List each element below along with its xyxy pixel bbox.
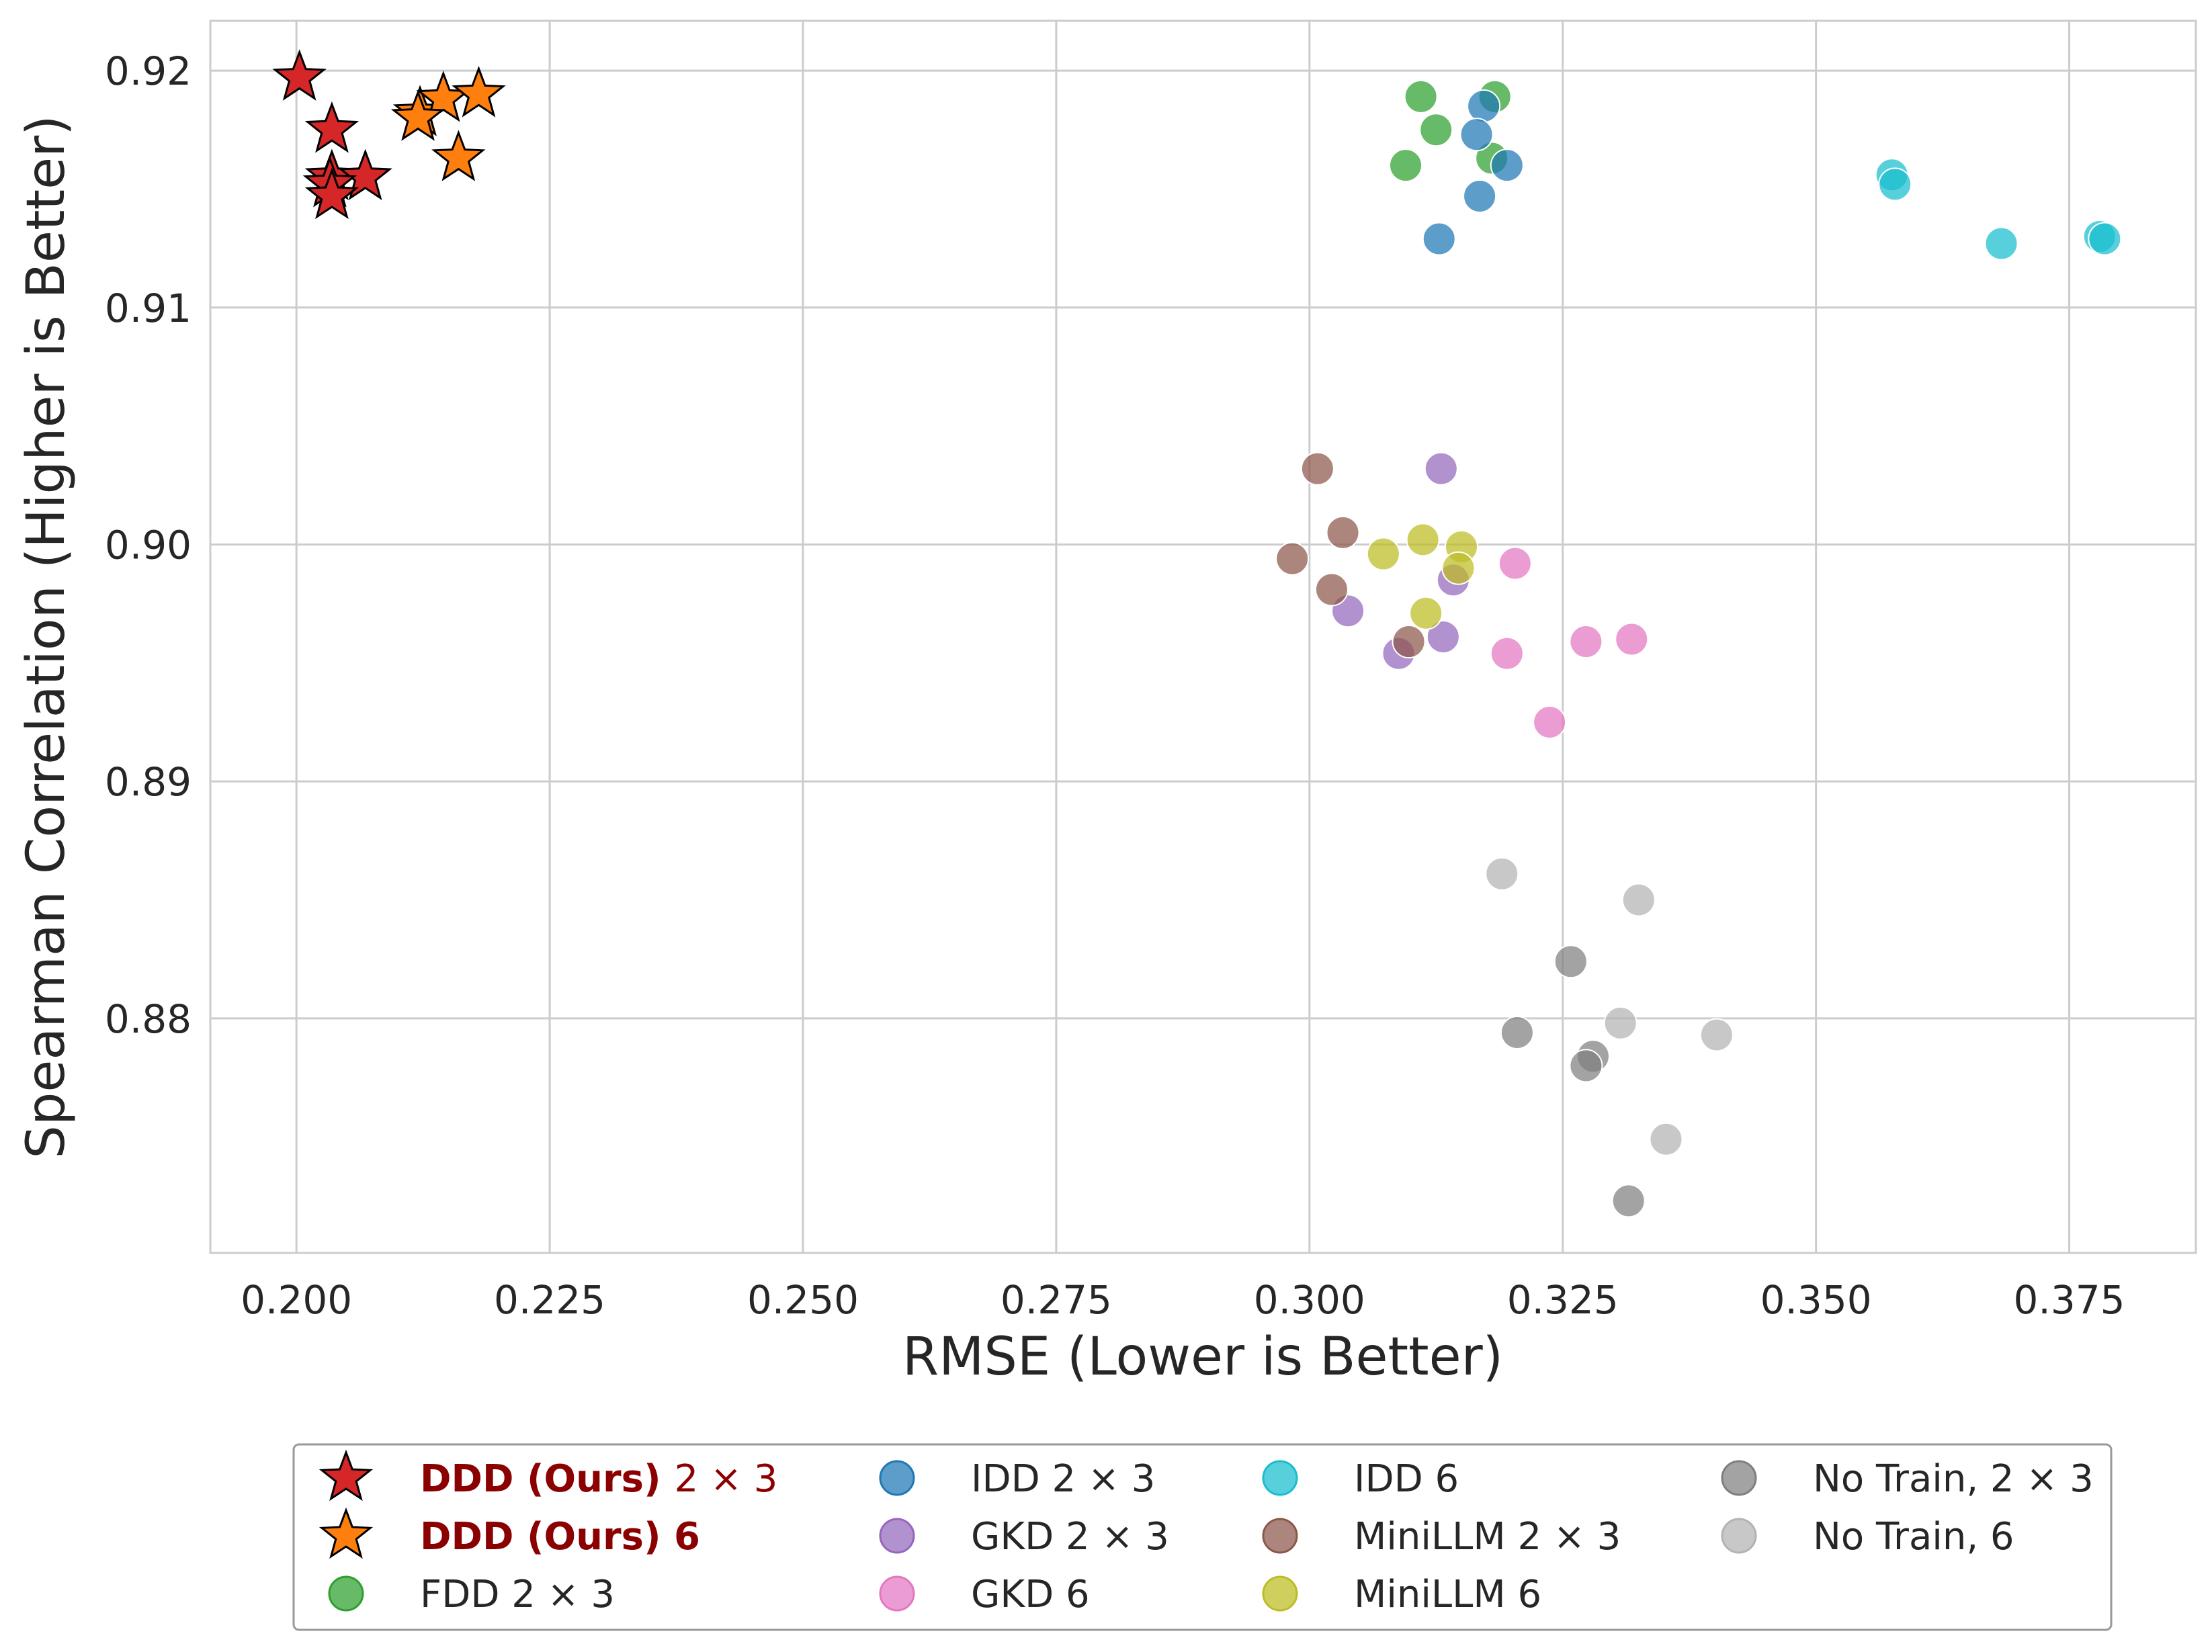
legend-label: No Train, 6	[1813, 1515, 2014, 1559]
data-point	[1500, 1015, 1534, 1049]
data-point	[1533, 705, 1567, 739]
data-point	[1463, 179, 1497, 213]
legend-marker	[1721, 1460, 1757, 1496]
data-point	[2088, 222, 2122, 256]
legend-label-suffix: 2 × 3	[675, 1457, 778, 1501]
plot-frame	[209, 19, 2197, 1254]
data-point	[1275, 541, 1310, 576]
data-point	[1389, 148, 1423, 183]
legend-marker	[1262, 1575, 1298, 1612]
legend-marker	[879, 1460, 915, 1496]
legend-label: MiniLLM 6	[1354, 1573, 1541, 1616]
data-point	[1459, 118, 1494, 152]
x-tick-label: 0.300	[1254, 1277, 1365, 1323]
legend-label: IDD 6	[1354, 1457, 1459, 1501]
legend-marker-star	[318, 1449, 374, 1502]
data-points	[272, 49, 2122, 1218]
legend-marker	[1262, 1518, 1298, 1554]
x-axis-label: RMSE (Lower is Better)	[902, 1327, 1503, 1387]
data-point-star	[431, 130, 486, 181]
data-point	[1569, 625, 1603, 659]
legend-label: No Train, 2 × 3	[1813, 1457, 2094, 1501]
data-point	[1409, 596, 1443, 630]
data-point	[1554, 945, 1588, 979]
data-point	[1611, 1184, 1646, 1218]
data-point	[1603, 1006, 1637, 1040]
x-tick-label: 0.200	[241, 1277, 352, 1323]
legend-marker	[879, 1575, 915, 1612]
data-point	[1326, 515, 1360, 550]
x-tick-label: 0.375	[2014, 1277, 2125, 1323]
data-point	[1314, 572, 1349, 607]
data-point	[1467, 89, 1501, 123]
data-point	[1485, 857, 1519, 891]
tick-labels: 0.200 0.225 0.250 0.275 0.300 0.325 0.350 0.375…	[105, 48, 2125, 1323]
x-tick-label: 0.350	[1760, 1277, 1872, 1323]
data-point	[1406, 523, 1440, 557]
legend-marker	[328, 1575, 364, 1612]
data-point-star	[338, 148, 392, 200]
legend-label: DDD (Ours) 6	[420, 1515, 700, 1559]
y-axis-label: Spearman Correlation (Higher is Better)	[16, 115, 77, 1158]
legend-label: GKD 6	[971, 1573, 1090, 1616]
legend-label-bold: DDD (Ours)	[420, 1457, 661, 1501]
y-tick-label: 0.88	[105, 996, 192, 1042]
legend-label: DDD (Ours) 2 × 3	[420, 1457, 777, 1501]
data-point	[1498, 546, 1532, 580]
data-point-star	[390, 89, 445, 141]
data-point	[1878, 167, 1912, 202]
data-point	[1569, 1049, 1603, 1083]
data-point	[1426, 620, 1460, 654]
data-point	[1984, 226, 2018, 261]
legend-label-bold: DDD (Ours) 6	[420, 1515, 700, 1559]
data-point	[1404, 79, 1438, 114]
data-point	[1392, 625, 1426, 659]
legend-label: GKD 2 × 3	[971, 1515, 1169, 1559]
y-tick-label: 0.92	[105, 48, 192, 94]
data-point	[1424, 451, 1458, 486]
data-point	[1300, 451, 1334, 486]
data-point-star	[452, 66, 506, 118]
data-point	[1490, 148, 1524, 183]
x-tick-label: 0.225	[494, 1277, 605, 1323]
plot-area	[210, 21, 2196, 1253]
data-point	[1422, 222, 1456, 256]
x-tick-label: 0.275	[1001, 1277, 1112, 1323]
legend-frame	[292, 1443, 2113, 1631]
legend-marker	[1721, 1518, 1757, 1554]
legend: DDD (Ours) 2 × 3 DDD (Ours) 6 FDD 2 × 3 IDD …	[292, 1443, 2113, 1631]
legend-marker	[879, 1518, 915, 1554]
data-point-star	[304, 167, 359, 220]
data-point	[1441, 551, 1476, 585]
data-point-star	[304, 101, 359, 153]
data-point	[1621, 883, 1656, 917]
x-tick-label: 0.325	[1507, 1277, 1619, 1323]
data-point-star	[272, 49, 327, 101]
x-tick-label: 0.250	[747, 1277, 859, 1323]
y-tick-label: 0.91	[105, 286, 192, 331]
legend-label: IDD 2 × 3	[971, 1457, 1155, 1501]
data-point	[1419, 113, 1453, 147]
data-point	[1615, 622, 1649, 656]
data-point	[1366, 537, 1400, 571]
legend-marker	[1262, 1460, 1298, 1496]
legend-marker-star	[318, 1507, 374, 1559]
grid	[210, 21, 2196, 1253]
data-point	[1649, 1122, 1683, 1156]
y-tick-label: 0.90	[105, 522, 192, 568]
data-point	[1699, 1018, 1734, 1052]
legend-label: MiniLLM 2 × 3	[1354, 1515, 1621, 1559]
data-point	[1490, 636, 1524, 670]
y-tick-label: 0.89	[105, 759, 192, 805]
legend-label: FDD 2 × 3	[420, 1573, 615, 1616]
